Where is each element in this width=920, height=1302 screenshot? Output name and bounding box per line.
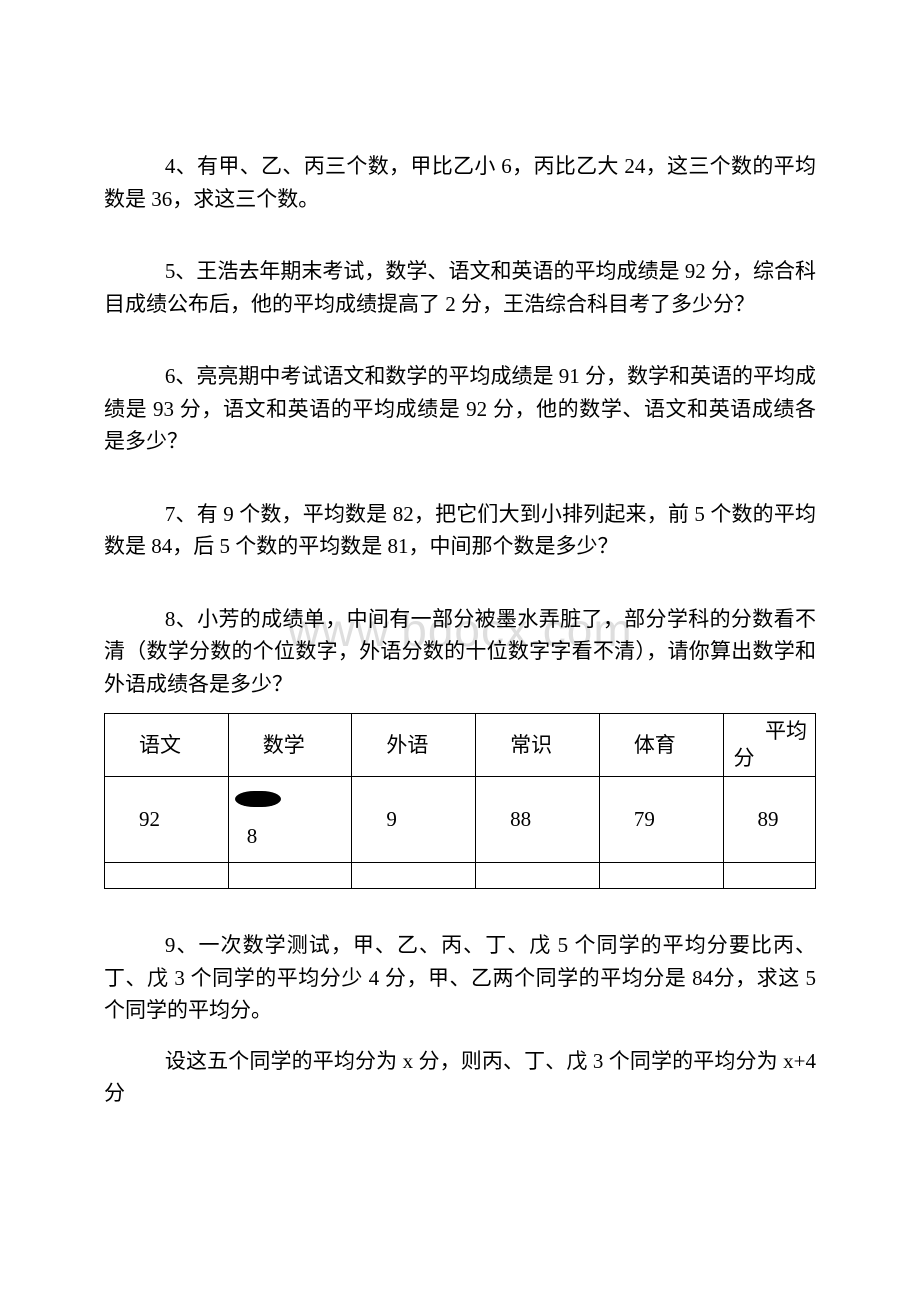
problem-7: 7、有 9 个数，平均数是 82，把它们大到小排列起来，前 5 个数的平均数是 … <box>104 498 816 563</box>
cell-chinese: 92 <box>105 777 229 863</box>
col-header-general: 常识 <box>476 713 600 777</box>
page-content: 4、有甲、乙、丙三个数，甲比乙小 6，丙比乙大 24，这三个数的平均数是 36，… <box>104 150 816 1110</box>
score-table: 语文 数学 外语 常识 体育 平均 分 92 8 9 88 79 89 <box>104 713 816 890</box>
empty-cell <box>723 863 815 889</box>
col-header-pe: 体育 <box>599 713 723 777</box>
col-header-chinese: 语文 <box>105 713 229 777</box>
table-data-row: 92 8 9 88 79 89 <box>105 777 816 863</box>
col-header-foreign: 外语 <box>352 713 476 777</box>
empty-cell <box>599 863 723 889</box>
avg-label-bottom: 分 <box>730 745 815 772</box>
empty-cell <box>105 863 229 889</box>
table-empty-row <box>105 863 816 889</box>
problem-9: 9、一次数学测试，甲、乙、丙、丁、戊 5 个同学的平均分要比丙、丁、戊 3 个同… <box>104 929 816 1027</box>
problem-6: 6、亮亮期中考试语文和数学的平均成绩是 91 分，数学和英语的平均成绩是 93 … <box>104 360 816 458</box>
table-header-row: 语文 数学 外语 常识 体育 平均 分 <box>105 713 816 777</box>
ink-smudge-icon <box>235 791 281 807</box>
problem-4: 4、有甲、乙、丙三个数，甲比乙小 6，丙比乙大 24，这三个数的平均数是 36，… <box>104 150 816 215</box>
problem-8: 8、小芳的成绩单，中间有一部分被墨水弄脏了，部分学科的分数看不清（数学分数的个位… <box>104 603 816 701</box>
avg-label-top: 平均 <box>730 718 815 745</box>
cell-math: 8 <box>228 777 352 863</box>
col-header-average: 平均 分 <box>723 713 815 777</box>
empty-cell <box>476 863 600 889</box>
cell-pe: 79 <box>599 777 723 863</box>
cell-foreign: 9 <box>352 777 476 863</box>
cell-general: 88 <box>476 777 600 863</box>
empty-cell <box>228 863 352 889</box>
problem-5: 5、王浩去年期末考试，数学、语文和英语的平均成绩是 92 分，综合科目成绩公布后… <box>104 255 816 320</box>
empty-cell <box>352 863 476 889</box>
cell-math-digit: 8 <box>241 824 258 848</box>
col-header-math: 数学 <box>228 713 352 777</box>
problem-9-setup: 设这五个同学的平均分为 x 分，则丙、丁、戊 3 个同学的平均分为 x+4 分 <box>104 1045 816 1110</box>
cell-average: 89 <box>723 777 815 863</box>
